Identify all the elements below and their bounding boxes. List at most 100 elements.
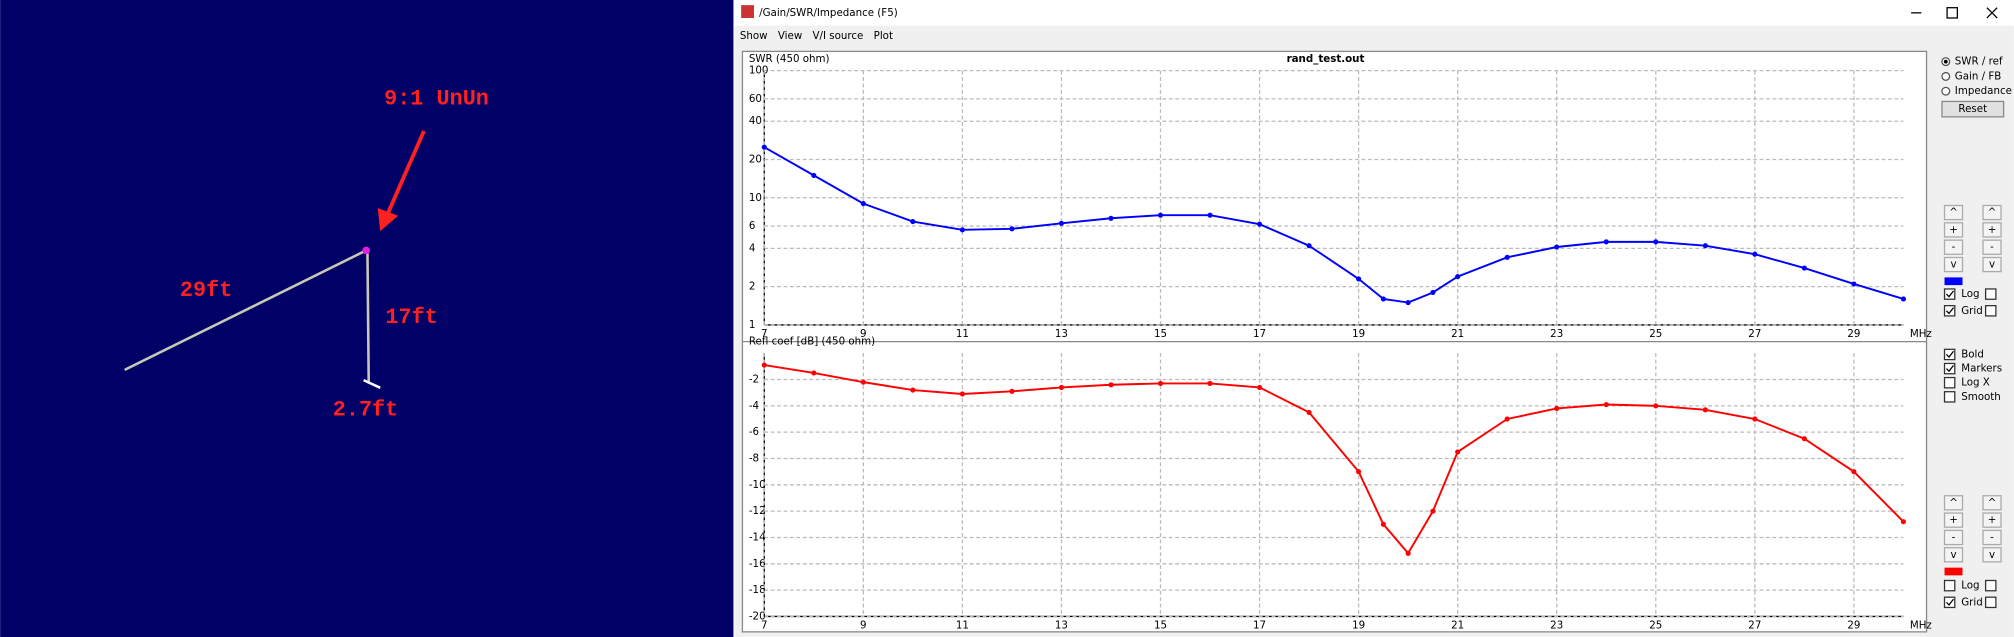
checkbox[interactable]	[1943, 376, 1956, 389]
marker	[1108, 382, 1114, 388]
spin-button[interactable]	[1982, 495, 2002, 511]
checkbox[interactable]	[1984, 288, 1997, 300]
feed-point	[362, 246, 370, 255]
checkbox-label: Grid	[1961, 305, 1983, 317]
x-tick-label: 23	[1550, 619, 1563, 631]
ground-wire	[363, 378, 381, 390]
x-tick-label: 15	[1154, 328, 1167, 340]
x-tick-label: 17	[1253, 328, 1266, 340]
spin-button[interactable]	[1943, 256, 1964, 273]
x-tick-label: 19	[1352, 619, 1365, 631]
marker	[1009, 226, 1015, 232]
label: 9:1 UnUn	[384, 87, 489, 112]
spin-label: +	[1988, 224, 1997, 236]
marker	[1058, 384, 1065, 390]
spin-label: ^	[1949, 207, 1958, 219]
checkbox-label: Log	[1961, 580, 1979, 592]
spin-button[interactable]	[1982, 222, 2002, 238]
x-tick-label: 21	[1451, 328, 1464, 340]
maximize[interactable]	[1946, 7, 1959, 19]
marker	[1702, 407, 1708, 413]
spin-button[interactable]	[1982, 204, 2002, 221]
marker	[1653, 239, 1659, 245]
spin-label: +	[1988, 514, 1997, 526]
spin-button[interactable]	[1982, 256, 2002, 273]
spin-label: ^	[1949, 497, 1958, 509]
checkbox[interactable]	[1984, 579, 1997, 592]
chart-title: rand_test.out	[1287, 53, 1365, 65]
checkbox-label: Log	[1961, 288, 1979, 300]
window-title: /Gain/SWR/Impedance (F5)	[759, 7, 898, 19]
marker	[959, 391, 965, 397]
checkbox-label: Log X	[1961, 377, 1990, 389]
radio[interactable]	[1941, 71, 1951, 81]
title-bar	[734, 0, 2014, 26]
marker	[1108, 215, 1114, 221]
checkbox[interactable]	[1943, 305, 1956, 317]
marker	[1009, 388, 1015, 394]
marker	[1504, 254, 1510, 260]
x-tick-label: 17	[1253, 619, 1266, 631]
checkbox-label: Grid	[1961, 596, 1983, 608]
menu-item[interactable]: Show	[740, 30, 768, 42]
marker	[1256, 221, 1263, 227]
x-tick-label: 23	[1550, 328, 1563, 340]
checkbox[interactable]	[1984, 596, 1997, 609]
spin-button[interactable]	[1943, 495, 1964, 511]
checkbox[interactable]	[1943, 579, 1956, 592]
checkbox[interactable]	[1943, 596, 1956, 609]
spin-button[interactable]	[1982, 529, 2002, 546]
marker	[1801, 436, 1807, 442]
spin-button[interactable]	[1943, 547, 1964, 563]
radio-label: Gain / FB	[1955, 70, 2002, 82]
marker	[1504, 416, 1510, 422]
checkbox[interactable]	[1943, 391, 1956, 403]
button[interactable]	[1941, 100, 2005, 118]
x-tick-label: 25	[1649, 328, 1662, 340]
marker	[1455, 449, 1461, 455]
x-tick-label: 29	[1847, 619, 1860, 631]
checkbox[interactable]	[1943, 348, 1956, 361]
y-tick-label: 60	[749, 93, 762, 105]
checkbox[interactable]	[1984, 305, 1997, 317]
check	[1945, 598, 1955, 606]
close[interactable]	[1986, 7, 1998, 19]
check	[1945, 350, 1955, 358]
checkbox[interactable]	[1943, 288, 1956, 300]
spin-button[interactable]	[1982, 239, 2002, 255]
marker	[1157, 212, 1164, 218]
marker	[1430, 508, 1436, 514]
marker	[1207, 212, 1213, 218]
marker	[1256, 384, 1263, 390]
spin-label: v	[1950, 549, 1956, 561]
spin-label: -	[1990, 531, 1994, 543]
menu-item[interactable]: Plot	[874, 30, 893, 42]
y-label: SWR (450 ohm)	[749, 53, 830, 65]
marker	[811, 172, 817, 178]
menu-item[interactable]: V/I source	[812, 30, 863, 42]
spin-button[interactable]	[1982, 512, 2002, 528]
spin-button[interactable]	[1943, 529, 1964, 546]
spin-button[interactable]	[1943, 204, 1964, 221]
y-tick-label: -10	[749, 479, 766, 491]
marker	[1356, 276, 1362, 282]
spin-button[interactable]	[1943, 222, 1964, 238]
spin-button[interactable]	[1982, 547, 2002, 563]
y-tick-label: -12	[749, 505, 766, 517]
spin-button[interactable]	[1943, 239, 1964, 255]
y-tick-label: 10	[749, 192, 762, 204]
x-tick-label: 21	[1451, 619, 1464, 631]
marker	[811, 370, 817, 376]
y-tick-label: 100	[749, 65, 769, 77]
marker	[1752, 251, 1758, 257]
checkbox[interactable]	[1943, 362, 1956, 375]
y-tick-label: 2	[749, 281, 756, 293]
radio-label: SWR / ref	[1955, 56, 2003, 68]
x-tick-label: 9	[860, 619, 867, 631]
x-tick-label: 27	[1748, 619, 1761, 631]
menu-item[interactable]: View	[778, 30, 802, 42]
y-label: Refl coef [dB] (450 ohm)	[749, 336, 875, 348]
marker	[1380, 521, 1386, 527]
radio[interactable]	[1941, 86, 1951, 96]
spin-button[interactable]	[1943, 512, 1964, 528]
